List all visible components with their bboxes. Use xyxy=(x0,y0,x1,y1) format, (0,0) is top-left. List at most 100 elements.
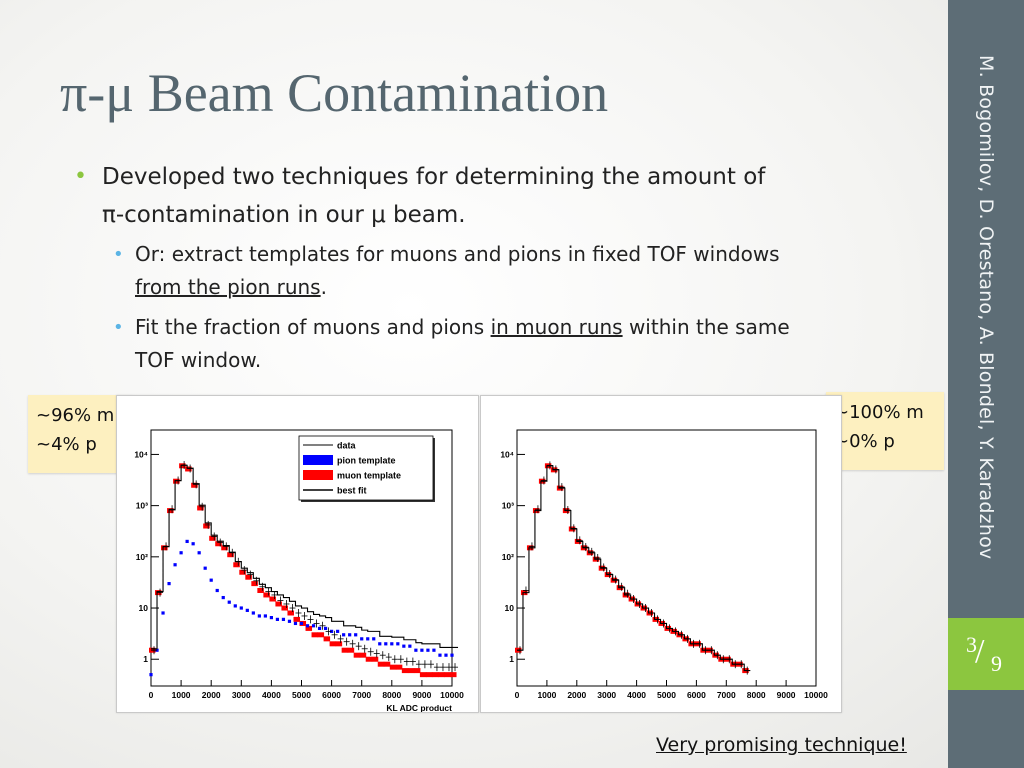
y-tick-label: 1 xyxy=(509,654,514,664)
muon-bin xyxy=(209,535,216,541)
muon-bin xyxy=(227,552,234,558)
sub-bullet-1-tail: . xyxy=(320,275,327,299)
pion-point xyxy=(149,673,153,677)
muon-bin xyxy=(335,641,343,647)
bullet-main-line2: π-contamination in our μ beam. xyxy=(102,202,466,228)
muon-bin xyxy=(197,505,204,511)
pion-point xyxy=(366,637,370,641)
x-tick-label: 0 xyxy=(149,690,154,700)
sub-bullet-marker: • xyxy=(113,317,124,338)
sub-bullet-1: • Or: extract templates for muons and pi… xyxy=(104,238,934,304)
pion-point xyxy=(311,624,316,628)
pion-point xyxy=(287,619,292,623)
muon-bin xyxy=(245,574,252,580)
legend-label: data xyxy=(337,441,357,451)
muon-bin xyxy=(287,610,294,616)
muon-bin xyxy=(401,668,409,674)
sub-bullet-marker: • xyxy=(113,244,124,265)
y-tick-label: 10² xyxy=(136,552,148,562)
footer-link[interactable]: Very promising technique! xyxy=(656,734,907,756)
muon-bin xyxy=(341,647,349,653)
muon-bin xyxy=(311,632,319,638)
sub-bullet-2-underlined: in muon runs xyxy=(490,315,623,339)
x-tick-label: 7000 xyxy=(717,690,736,700)
muon-bin xyxy=(239,569,246,575)
muon-bin xyxy=(425,672,433,678)
x-tick-label: 3000 xyxy=(597,690,616,700)
x-tick-label: 9000 xyxy=(412,690,431,700)
muon-bin xyxy=(275,601,282,607)
pion-point xyxy=(305,624,310,628)
pion-point xyxy=(245,608,249,612)
pion-point xyxy=(408,644,412,648)
x-tick-label: 8000 xyxy=(747,690,766,700)
pion-point xyxy=(179,551,183,555)
muon-bin xyxy=(353,652,361,658)
muon-bin xyxy=(221,545,228,551)
pion-point xyxy=(317,626,322,631)
x-tick-label: 1000 xyxy=(537,690,556,700)
x-tick-label: 5000 xyxy=(292,690,311,700)
sub-bullet-2-text: Fit the fraction of muons and pions xyxy=(135,315,485,339)
best-fit-line xyxy=(517,465,751,672)
muon-bin xyxy=(203,523,210,529)
muon-bin xyxy=(329,641,337,647)
muon-bin xyxy=(251,581,258,587)
y-tick-label: 10³ xyxy=(502,501,514,511)
x-tick-label: 6000 xyxy=(687,690,706,700)
x-tick-label: 2000 xyxy=(567,690,586,700)
pion-point xyxy=(209,578,213,582)
muon-bin xyxy=(257,587,264,593)
muon-bin xyxy=(377,661,385,667)
muon-bin xyxy=(389,664,397,670)
series-best-fit xyxy=(151,464,459,650)
muon-bin xyxy=(383,661,391,667)
pion-point xyxy=(281,617,286,621)
pion-point xyxy=(432,648,436,652)
pion-point xyxy=(299,621,304,626)
muon-bin xyxy=(293,616,300,622)
x-tick-label: 0 xyxy=(515,690,520,700)
legend-label: best fit xyxy=(337,486,367,496)
pion-point xyxy=(438,653,442,657)
sub-bullet-2: • Fit the fraction of muons and pions in… xyxy=(104,311,934,377)
y-tick-label: 10³ xyxy=(136,501,148,511)
sub-bullet-2-line2: TOF window. xyxy=(135,348,262,372)
pion-point xyxy=(348,633,352,637)
muon-bin xyxy=(263,592,270,598)
muon-bin xyxy=(323,636,331,642)
page-title: π-μ Beam Contamination xyxy=(60,63,609,123)
pion-point xyxy=(257,614,261,618)
sidebar-authors: M. Bogomilov, D. Orestano, A. Blondel, Y… xyxy=(975,54,997,560)
muon-bin xyxy=(305,625,313,631)
pion-point xyxy=(372,637,376,641)
plot-area xyxy=(516,429,817,687)
note-left-line1: ~96% m xyxy=(36,405,115,426)
muon-bin xyxy=(443,672,451,678)
pion-point xyxy=(161,611,165,615)
bullet-main-line1: Developed two techniques for determining… xyxy=(102,164,766,190)
muon-bin xyxy=(365,656,373,662)
muon-bin xyxy=(281,605,288,611)
pion-point xyxy=(360,637,364,641)
pion-point xyxy=(293,621,298,626)
pion-point xyxy=(173,563,177,567)
best-fit-line xyxy=(151,464,459,650)
pion-point xyxy=(203,566,207,570)
legend-label: muon template xyxy=(337,471,401,481)
histogram-right: 0 1000 2000 3000 4000 5000 6000 7000 8000 9000 100… xyxy=(500,429,828,700)
pion-point xyxy=(444,653,448,657)
x-tick-label: 8000 xyxy=(382,690,401,700)
muon-bin xyxy=(215,541,222,547)
legend-swatch xyxy=(303,470,333,480)
x-tick-label: 7000 xyxy=(352,690,371,700)
muon-bin xyxy=(395,664,403,670)
x-tick-label: 3000 xyxy=(232,690,251,700)
x-tick-label: 1000 xyxy=(172,690,191,700)
pion-point xyxy=(221,595,225,600)
pion-point xyxy=(414,648,418,652)
muon-bin xyxy=(359,652,367,658)
x-axis-label: KL ADC product xyxy=(386,703,452,712)
muon-bin xyxy=(437,672,445,678)
muon-bin xyxy=(371,656,379,662)
